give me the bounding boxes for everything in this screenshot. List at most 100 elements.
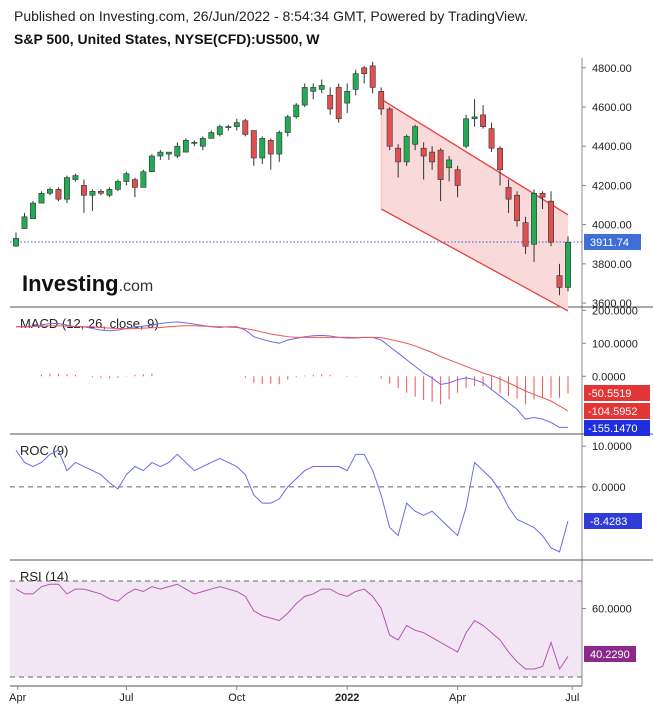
roc-line [15,449,569,553]
price-tick-label: 4200.00 [592,180,632,192]
candle-body [114,181,121,190]
candle [199,136,206,151]
price-tick-label: 4600.00 [592,102,632,114]
candle [165,151,172,160]
candle-body [565,241,571,288]
candle [106,187,113,198]
candle [310,83,317,100]
candle-body [318,85,325,90]
candle [327,87,334,115]
roc-value-tag-label: -8.4283 [590,516,627,528]
candle [13,232,19,247]
candle-body [446,159,453,169]
candle-body [165,151,172,155]
candle-body [21,216,28,229]
price-tick-label: 4000.00 [592,220,632,232]
candle-body [81,185,87,196]
candle-body [403,136,410,163]
candle-body [361,67,368,74]
rsi-label: RSI (14) [20,569,68,584]
candle [276,130,283,162]
candle-body [369,65,376,88]
candle [480,105,487,129]
rsi-tick-label: 60.0000 [592,603,632,615]
rsi-value-tag [584,646,636,662]
candle [539,191,546,209]
macd-tick-label: 200.0000 [592,305,638,317]
candle-body [420,147,427,157]
candle [335,83,342,123]
candle [293,103,300,119]
candle [30,201,36,220]
candle [344,83,351,113]
channel-lower-line [380,208,569,312]
roc-label: ROC (9) [20,443,68,458]
time-tick-label: 2022 [335,692,359,704]
candle-body [148,155,155,173]
candle-body [72,175,79,180]
candle-body [522,222,529,247]
time-tick-label: Apr [9,692,26,704]
price-tick-label: 3800.00 [592,259,632,271]
candle [386,107,393,151]
candle [284,114,291,137]
candle-body [64,177,70,200]
macd-tick-label: 100.0000 [592,338,638,350]
macd-tick-label: 0.0000 [592,371,626,383]
candle [157,150,164,160]
candle [174,142,181,158]
candle-body [386,108,393,147]
investing-logo: Investing.com [22,271,153,296]
time-tick-label: Oct [228,692,245,704]
candle [267,138,274,170]
candle [114,179,121,192]
candle-body [216,126,223,135]
candle [250,130,257,166]
roc-tick-label: 0.0000 [592,482,626,494]
candle [191,140,198,147]
time-tick-label: Jul [565,692,579,704]
candle-body [225,126,232,128]
candle-body [463,118,470,147]
chart-title: S&P 500, United States, NYSE(CFD):US500,… [14,31,320,47]
candle-body [233,122,240,127]
candle-body [276,132,283,155]
candle [233,118,240,131]
candle-body [514,194,520,222]
candle-body [267,140,274,155]
histogram-value-tag [584,385,650,401]
macd-value-tag [584,420,650,436]
channel-fill [381,99,568,311]
candle [437,148,444,202]
candle [420,142,427,180]
candle [412,124,419,151]
candle-body [259,138,266,159]
candle-body [13,238,19,247]
candle [514,191,520,227]
candle-body [123,173,130,182]
candle-body [182,140,189,153]
candle-body [284,116,291,133]
candle [123,171,130,186]
candle-body [131,179,138,188]
candle [505,179,512,213]
candle-body [38,192,45,204]
price-tick-label: 4400.00 [592,141,632,153]
candle [301,83,308,108]
candle-body [539,192,546,198]
published-caption: Published on Investing.com, 26/Jun/2022 … [14,8,529,24]
candle [352,69,359,96]
candle-body [242,120,249,135]
candle [55,187,62,202]
candle-body [497,147,503,171]
candle-body [89,191,96,196]
candle [38,191,45,204]
signal-value-tag-label: -104.5952 [588,406,638,418]
candle [463,114,470,149]
candle [454,165,461,198]
histogram-value-tag-label: -50.5519 [588,388,631,400]
candle-body [293,104,300,118]
candle-body [488,128,495,149]
candle [565,236,571,292]
